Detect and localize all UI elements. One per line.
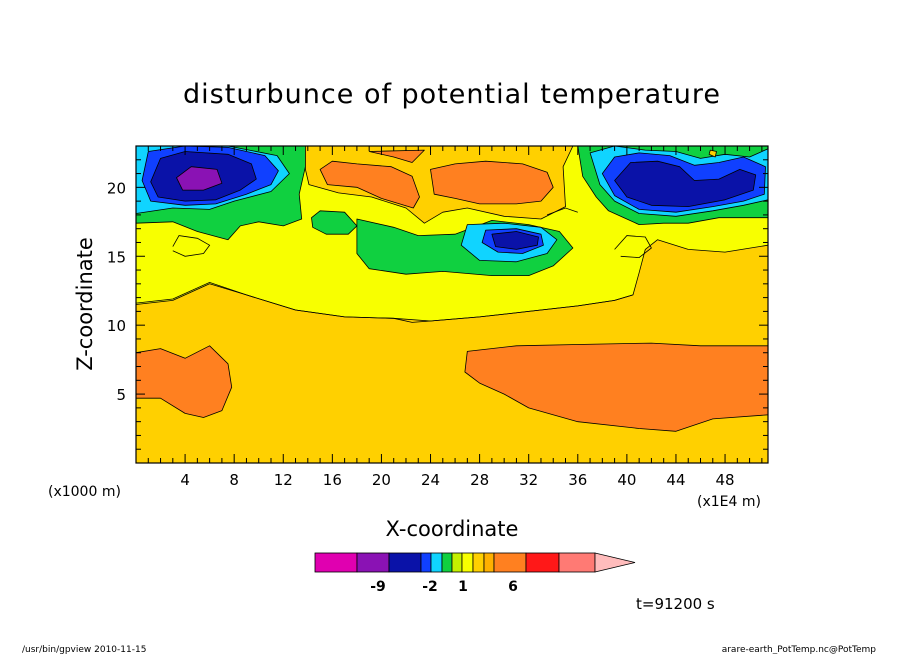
x-tick-label: 4 [180,471,190,489]
colorbar-swatch [472,552,485,573]
x-unit-label: (x1E4 m) [697,494,761,510]
contour-line-layer [136,207,652,323]
colorbar-tick-label: -2 [422,579,438,595]
x-axis-ticks: 4 8 12 16 20 24 28 32 36 40 44 48 [147,146,763,489]
colorbar-swatch [461,552,474,573]
footer-right-note: arare-earth_PotTemp.nc@PotTemp [722,645,877,654]
contour-region [430,160,554,205]
y-tick-label: 10 [107,317,126,335]
plot-area [136,146,768,463]
colorbar-tick-label: 1 [458,579,468,595]
colorbar-swatch [314,552,358,573]
y-tick-label: 20 [107,179,126,197]
colorbar-labels: -9 -2 1 6 [370,579,518,595]
contour-fill-layer [136,146,768,463]
colorbar-tick-label: 6 [508,579,518,595]
colorbar-swatch [525,552,560,573]
contour-line [172,235,211,257]
contour-region [176,166,223,191]
colorbar-tick-label: -9 [370,579,386,595]
colorbar-swatch [451,552,463,573]
x-tick-label: 48 [716,471,735,489]
colorbar-swatch [483,552,495,573]
colorbar-swatch [441,552,453,573]
colorbar-swatch [388,552,422,573]
chart-title: disturbunce of potential temperature [183,79,721,110]
contour-region [614,160,757,208]
y-axis-ticks: 5 10 15 20 [107,145,768,450]
x-tick-label: 28 [470,471,489,489]
x-tick-label: 16 [323,471,342,489]
contour-region [708,149,717,158]
contour-line [614,235,652,259]
contour-region [464,342,768,432]
contour-line [546,207,578,216]
colorbar-arrow [594,552,636,573]
footer-left-note: /usr/bin/gpview 2010-11-15 [22,645,146,654]
contour-region [136,345,233,418]
x-tick-label: 32 [519,471,538,489]
x-axis-label: X-coordinate [386,517,519,541]
colorbar-swatch [430,552,443,573]
contour-region [319,160,420,209]
x-tick-label: 12 [274,471,293,489]
colorbar-swatch [558,552,596,573]
contour-region [491,231,539,250]
y-unit-label: (x1000 m) [48,484,121,500]
y-tick-label: 5 [116,386,126,404]
x-tick-label: 44 [666,471,685,489]
time-label: t=91200 s [636,595,715,613]
colorbar [314,552,636,573]
y-tick-label: 15 [107,248,126,266]
colorbar-swatch [493,552,527,573]
x-tick-label: 40 [617,471,636,489]
x-tick-label: 36 [568,471,587,489]
x-tick-label: 24 [421,471,440,489]
x-tick-label: 20 [372,471,391,489]
colorbar-swatch [356,552,390,573]
contour-region [311,210,358,235]
plot-frame [135,145,769,464]
colorbar-swatch [420,552,432,573]
x-tick-label: 8 [229,471,239,489]
y-axis-label: Z-coordinate [73,237,97,371]
contour-line [136,281,634,323]
